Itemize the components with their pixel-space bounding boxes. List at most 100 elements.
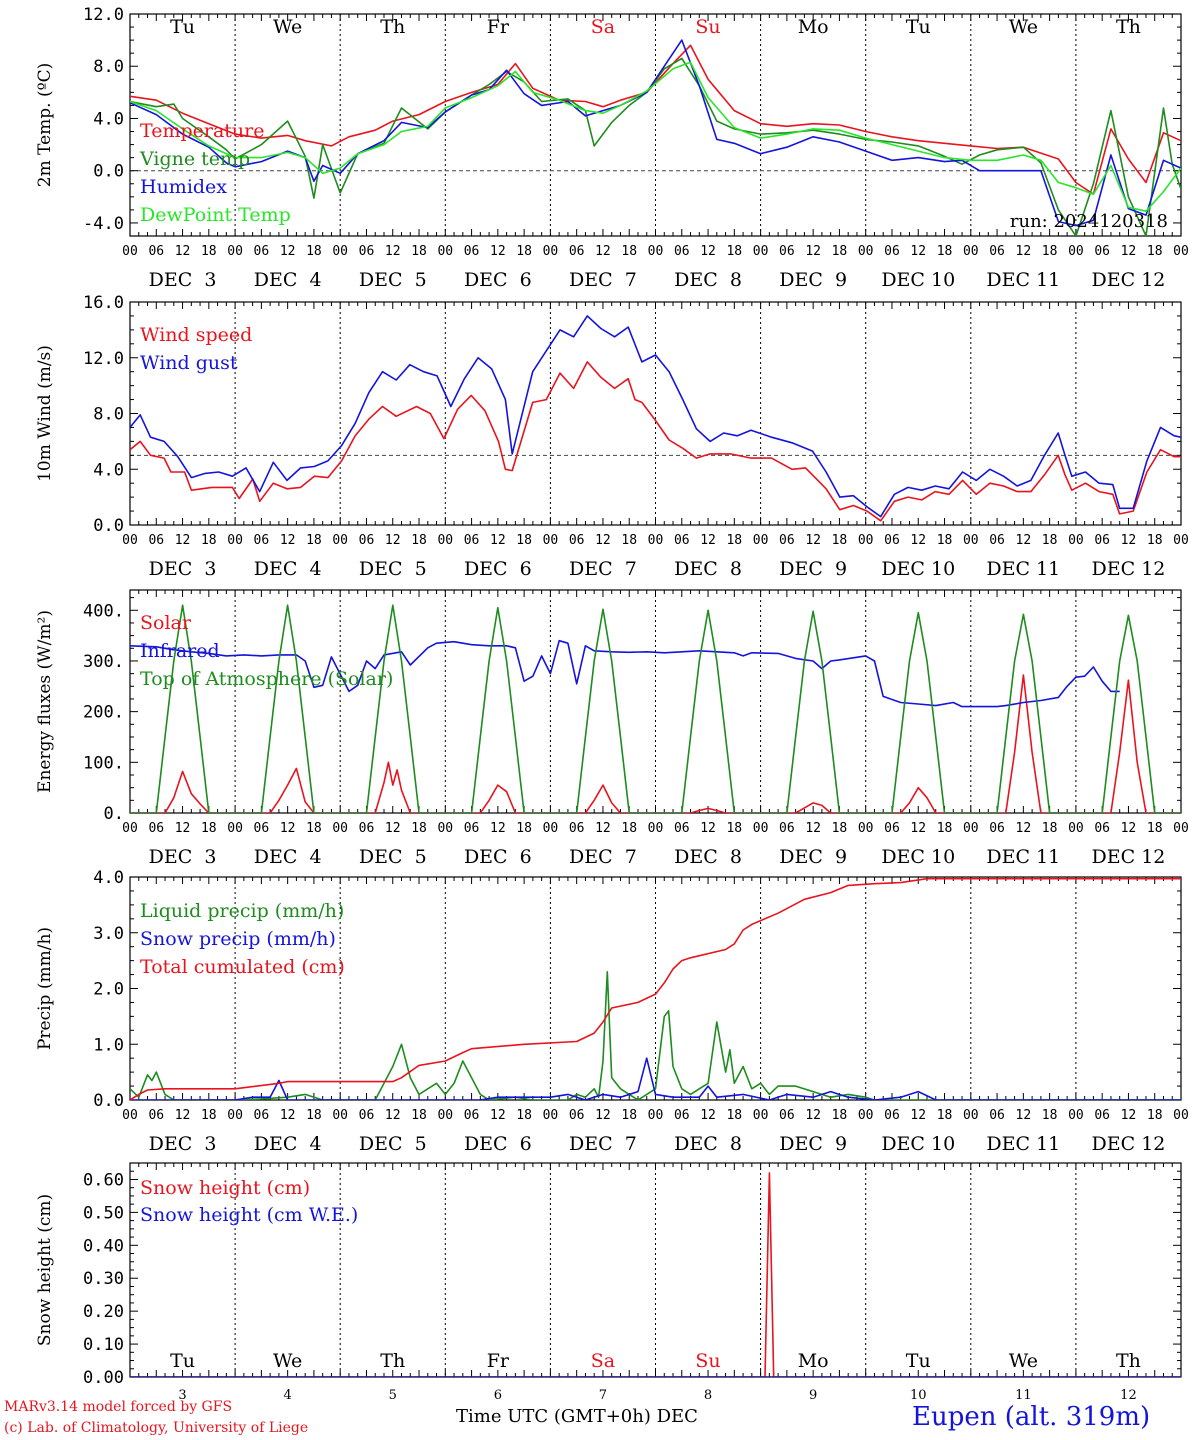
day-number-label: 3 [178, 1388, 186, 1403]
y-tick-label: 0.40 [83, 1236, 124, 1256]
lab-credit: (c) Lab. of Climatology, University of L… [4, 1420, 309, 1436]
date-label: DEC 6 [464, 1133, 532, 1155]
hour-tick-label: 00 [753, 533, 769, 548]
hour-tick-label: 12 [910, 1108, 926, 1123]
hour-tick-label: 00 [227, 533, 243, 548]
date-label: DEC 4 [254, 1133, 322, 1155]
date-label: DEC 9 [779, 1133, 847, 1155]
day-of-week-label: Tu [170, 1350, 195, 1372]
hour-tick-label: 06 [569, 244, 585, 259]
y-tick-label: 0.60 [83, 1170, 124, 1190]
hour-tick-label: 06 [254, 244, 270, 259]
hour-tick-label: 12 [1016, 1108, 1032, 1123]
legend-entry: Wind gust [140, 352, 238, 374]
day-number-label: 5 [389, 1388, 397, 1403]
y-tick-label: 0.30 [83, 1269, 124, 1289]
legend-entry: Solar [140, 612, 192, 634]
hour-tick-label: 12 [385, 244, 401, 259]
date-label: DEC 8 [674, 558, 742, 580]
date-label: DEC 12 [1092, 269, 1166, 291]
date-label: DEC 9 [779, 846, 847, 868]
hour-tick-label: 06 [989, 1108, 1005, 1123]
hour-tick-label: 00 [332, 533, 348, 548]
hour-tick-label: 06 [884, 533, 900, 548]
day-of-week-label: Mo [798, 1350, 829, 1372]
hour-tick-label: 00 [858, 533, 874, 548]
hour-tick-label: 06 [148, 821, 164, 836]
hour-tick-label: 00 [437, 244, 453, 259]
hour-tick-label: 12 [490, 244, 506, 259]
hour-tick-label: 12 [280, 1108, 296, 1123]
legend-entry: Temperature [140, 120, 264, 142]
date-label: DEC 5 [359, 1133, 427, 1155]
hour-tick-label: 00 [122, 244, 138, 259]
legend-entry: Liquid precip (mm/h) [140, 900, 344, 922]
date-label: DEC 10 [881, 846, 955, 868]
y-tick-label: 0. [104, 804, 124, 824]
hour-tick-label: 18 [306, 1108, 322, 1123]
hour-tick-label: 12 [385, 1108, 401, 1123]
date-label: DEC 4 [254, 269, 322, 291]
hour-tick-label: 12 [700, 821, 716, 836]
hour-tick-label: 18 [306, 533, 322, 548]
y-tick-label: 100. [83, 753, 124, 773]
date-label: DEC 12 [1092, 1133, 1166, 1155]
hour-tick-label: 06 [464, 244, 480, 259]
hour-tick-label: 06 [464, 821, 480, 836]
day-of-week-label: Fr [487, 16, 510, 38]
series-top-of-atmosphere-solar- [130, 604, 1181, 813]
hour-tick-label: 12 [595, 1108, 611, 1123]
hour-tick-label: 18 [516, 1108, 532, 1123]
date-label: DEC 8 [674, 1133, 742, 1155]
hour-tick-label: 06 [674, 533, 690, 548]
hour-tick-label: 18 [411, 533, 427, 548]
date-label: DEC 7 [569, 846, 637, 868]
hour-tick-label: 00 [332, 821, 348, 836]
legend-entry: Total cumulated (cm) [140, 956, 345, 978]
date-label: DEC 3 [149, 269, 217, 291]
hour-tick-label: 06 [254, 1108, 270, 1123]
day-of-week-label: We [1009, 1350, 1038, 1372]
hour-tick-label: 00 [963, 821, 979, 836]
hour-tick-label: 00 [648, 1108, 664, 1123]
hour-tick-label: 00 [122, 1108, 138, 1123]
panel-snow: 0.00 0.10 0.20 0.30 0.40 0.50 0.60 Snow height … [35, 1162, 1182, 1403]
hour-tick-label: 06 [989, 533, 1005, 548]
date-label: DEC 9 [779, 558, 847, 580]
date-label: DEC 3 [149, 558, 217, 580]
series-total-cumulated-cm- [130, 877, 1181, 1100]
hour-tick-label: 18 [1042, 1108, 1058, 1123]
hour-tick-label: 06 [884, 1108, 900, 1123]
date-label: DEC 12 [1092, 558, 1166, 580]
hour-tick-label: 18 [411, 244, 427, 259]
hour-tick-label: 12 [490, 821, 506, 836]
hour-tick-label: 18 [411, 821, 427, 836]
hour-tick-label: 18 [726, 533, 742, 548]
date-label: DEC 4 [254, 846, 322, 868]
hour-tick-label: 06 [989, 244, 1005, 259]
hour-tick-label: 06 [148, 533, 164, 548]
hour-tick-label: 12 [910, 244, 926, 259]
date-label: DEC 8 [674, 269, 742, 291]
panel-temp: -4.0 0.0 4.0 8.0 12.0 2m Temp. (ºC) 00 06 12 18 DE… [35, 5, 1189, 291]
hour-tick-label: 12 [595, 533, 611, 548]
hour-tick-label: 12 [1121, 244, 1137, 259]
hour-tick-label: 06 [674, 244, 690, 259]
hour-tick-label: 00 [963, 533, 979, 548]
hour-tick-label: 06 [254, 821, 270, 836]
date-label: DEC 11 [986, 846, 1060, 868]
hour-tick-label: 00 [543, 1108, 559, 1123]
panel-precip: 0.0 1.0 2.0 3.0 4.0 Precip (mm/h) 00 06 12 18 DEC … [35, 868, 1189, 1155]
hour-tick-label: 18 [621, 244, 637, 259]
day-number-label: 12 [1120, 1388, 1137, 1403]
hour-tick-label: 00 [1173, 244, 1189, 259]
hour-tick-label: 06 [779, 533, 795, 548]
hour-tick-label: 12 [175, 1108, 191, 1123]
hour-tick-label: 06 [1094, 1108, 1110, 1123]
date-label: DEC 6 [464, 269, 532, 291]
hour-tick-label: 18 [516, 821, 532, 836]
day-of-week-label: Th [1116, 1350, 1141, 1372]
hour-tick-label: 06 [779, 821, 795, 836]
hour-tick-label: 12 [1016, 244, 1032, 259]
hour-tick-label: 06 [569, 1108, 585, 1123]
